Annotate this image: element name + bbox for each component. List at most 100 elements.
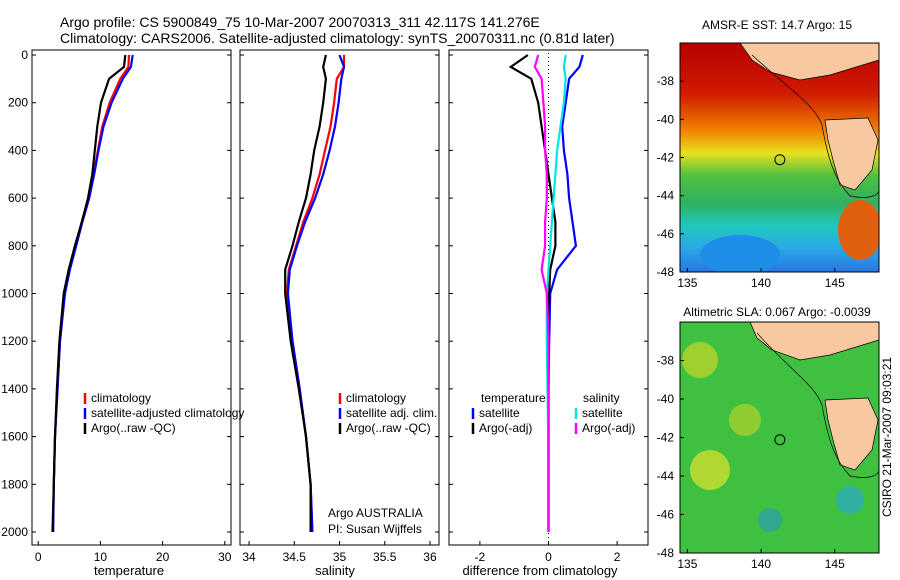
float-position-marker-2 [774, 434, 786, 446]
sla-low-patch-2 [758, 508, 782, 532]
map-y-tick-label: -42 [657, 431, 675, 445]
difference-ticks: -2 0 2 [449, 54, 648, 564]
y-tick-label: 600 [8, 191, 28, 205]
sla-high-patch-3 [729, 404, 761, 436]
sla-high-patch-1 [682, 342, 718, 378]
map-y-tick-label: -38 [657, 74, 675, 88]
temperature-panel: 0 10 20 30 0 200 400 600 800 1000 1200 1400 1600 1800… [1, 48, 244, 578]
series-line [286, 54, 346, 533]
operator-annotation: Argo AUSTRALIA [328, 506, 423, 520]
map-y-tick-label: -44 [657, 189, 675, 203]
header-title: Argo profile: CS 5900849_75 10-Mar-2007 … [60, 14, 540, 30]
x-tick-label: 36 [423, 550, 437, 564]
tasmania-landmass-2 [824, 397, 879, 471]
legend-label: satellite [582, 406, 623, 420]
x-tick-label: 0 [545, 550, 552, 564]
legend-label: Argo(-adj) [479, 421, 532, 435]
x-tick-label: 30 [218, 550, 232, 564]
sla-map-panel: Altimetric SLA: 0.067 Argo: -0.0039 135 1… [657, 305, 894, 571]
map-y-tick-label: -46 [657, 508, 675, 522]
pi-annotation: PI: Susan Wijffels [328, 522, 422, 536]
y-tick-label: 400 [8, 143, 28, 157]
csiro-timestamp: CSIRO 21-Mar-2007 09:03:21 [880, 357, 894, 517]
mainland-landmass-2 [749, 322, 879, 361]
x-tick-label: 35.5 [373, 550, 397, 564]
series-line [51, 54, 127, 533]
difference-xlabel: difference from climatology [462, 563, 618, 578]
legend-label: Argo(..raw -QC) [91, 421, 176, 435]
map-y-tick-label: -42 [657, 151, 675, 165]
legend-label: climatology [91, 391, 151, 405]
x-tick-label: -2 [475, 550, 486, 564]
y-tick-label: 800 [8, 239, 28, 253]
legend-label: satellite adj. clim. [346, 406, 437, 420]
sst-warm-patch [838, 200, 879, 260]
map-y-tick-label: -48 [657, 265, 675, 279]
y-tick-label: 1200 [1, 334, 28, 348]
temperature-ticks: 0 10 20 30 0 200 400 600 800 1000 1200 1400 1600 1800… [1, 48, 231, 564]
x-tick-label: 34 [242, 550, 256, 564]
series-line [533, 54, 550, 532]
legend-label: Argo(..raw -QC) [346, 421, 431, 435]
sla-map-ticks: 135 140 145 -38 -40 -42 -44 -46 -48 [657, 354, 845, 572]
y-tick-label: 0 [21, 48, 28, 62]
difference-panel: -2 0 2 difference from climatology tempera… [448, 49, 649, 578]
legend-header-temperature: temperature [481, 391, 546, 405]
legend-label: Argo(-adj) [582, 421, 635, 435]
salinity-axes-box [239, 49, 440, 546]
tasmania-landmass [824, 117, 879, 191]
map-y-tick-label: -46 [657, 227, 675, 241]
series-line [284, 54, 328, 532]
sla-map-title: Altimetric SLA: 0.067 Argo: -0.0039 [683, 305, 871, 319]
series-line [545, 54, 567, 532]
y-tick-label: 200 [8, 96, 28, 110]
map-x-tick-label: 140 [751, 557, 771, 571]
temperature-xlabel: temperature [94, 563, 164, 578]
map-y-tick-label: -40 [657, 112, 675, 126]
map-y-tick-label: -48 [657, 546, 675, 560]
salinity-ticks: 34 34.5 35 35.5 36 [240, 54, 439, 564]
map-y-tick-label: -40 [657, 392, 675, 406]
sst-cool-patch [700, 235, 780, 272]
mainland-landmass [739, 43, 879, 81]
x-tick-label: 34.5 [283, 550, 307, 564]
x-tick-label: 35 [333, 550, 347, 564]
map-x-tick-label: 135 [677, 557, 697, 571]
x-tick-label: 10 [94, 550, 108, 564]
map-x-tick-label: 145 [825, 276, 845, 290]
series-line [547, 54, 584, 532]
y-tick-label: 1600 [1, 430, 28, 444]
map-y-tick-label: -44 [657, 469, 675, 483]
header-subtitle: Climatology: CARS2006. Satellite-adjuste… [60, 30, 615, 46]
sst-map-panel: AMSR-E SST: 14.7 Argo: 15 135 140 145 -38 -4… [657, 18, 880, 290]
sst-map-title: AMSR-E SST: 14.7 Argo: 15 [702, 18, 852, 32]
legend-label: satellite-adjusted climatology [91, 406, 244, 420]
difference-legend: temperature salinitysatelliteArgo(-adj)sa… [471, 391, 635, 435]
map-x-tick-label: 140 [751, 276, 771, 290]
y-tick-label: 1400 [1, 382, 28, 396]
difference-series [508, 54, 584, 532]
sla-high-patch-2 [690, 450, 730, 490]
x-tick-label: 2 [614, 550, 621, 564]
y-tick-label: 1800 [1, 477, 28, 491]
x-tick-label: 20 [156, 550, 170, 564]
x-tick-label: 0 [35, 550, 42, 564]
map-x-tick-label: 145 [825, 557, 845, 571]
temperature-axes-box [31, 49, 232, 546]
shelf-contour [751, 54, 879, 198]
legend-label: climatology [346, 391, 406, 405]
map-x-tick-label: 135 [677, 276, 697, 290]
salinity-series [284, 54, 346, 533]
y-tick-label: 1000 [1, 287, 28, 301]
y-tick-label: 2000 [1, 525, 28, 539]
float-position-marker [774, 154, 786, 166]
sst-map-ticks: 135 140 145 -38 -40 -42 -44 -46 -48 [657, 74, 845, 290]
salinity-panel: 34 34.5 35 35.5 36 salinity climatologysatel… [239, 49, 440, 578]
salinity-xlabel: salinity [315, 563, 355, 578]
map-y-tick-label: -38 [657, 354, 675, 368]
legend-header-salinity: salinity [583, 391, 620, 405]
sla-low-patch-1 [836, 486, 864, 514]
legend-label: satellite [479, 406, 520, 420]
